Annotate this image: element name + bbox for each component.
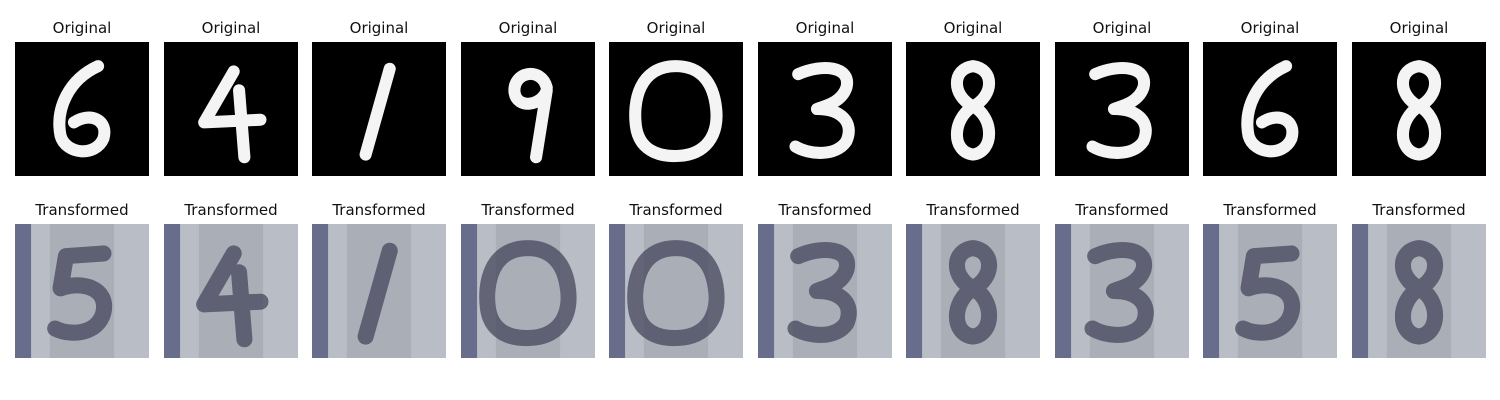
transformed-digit-image (312, 224, 446, 358)
digit-stroke (198, 65, 267, 164)
image-edge-shade (164, 224, 181, 358)
image-edge-shade (906, 224, 923, 358)
transformed-digit-image (1352, 224, 1486, 358)
image-edge-shade (461, 224, 478, 358)
image-edge-shade (15, 224, 32, 358)
digit-stroke (53, 60, 111, 158)
transformed-digit-image (461, 224, 595, 358)
original-digit-image (312, 42, 446, 176)
digit-stroke (1235, 245, 1301, 341)
image-edge-shade (312, 224, 329, 358)
digit-stroke (1241, 60, 1299, 158)
original-digit-image (609, 42, 743, 176)
digit-stroke (47, 245, 113, 341)
transformed-digit-image (1055, 224, 1189, 358)
transformed-panel-title: Transformed (481, 201, 575, 219)
digit-stroke (1397, 60, 1441, 161)
transformed-panel-title: Transformed (332, 201, 426, 219)
original-panel-title: Original (795, 19, 855, 37)
digit-stroke (196, 245, 269, 348)
digit-stroke (949, 240, 997, 345)
original-panel-title: Original (52, 19, 112, 37)
original-digit-image (461, 42, 595, 176)
original-panel-title: Original (943, 19, 1003, 37)
digit-stroke (951, 60, 995, 161)
transformed-panel-title: Transformed (184, 201, 278, 219)
digit-stroke (1086, 62, 1152, 159)
digit-stroke (359, 62, 396, 161)
digit-stroke (479, 240, 577, 347)
original-panel-title: Original (1092, 19, 1152, 37)
image-edge-shade (758, 224, 775, 358)
digit-stroke (508, 67, 553, 164)
digit-stroke (789, 62, 855, 159)
transformed-digit-image (15, 224, 149, 358)
digit-stroke (627, 240, 725, 347)
image-edge-shade (609, 224, 626, 358)
transformed-panel-title: Transformed (778, 201, 872, 219)
image-background (164, 42, 298, 176)
transformed-digit-image (609, 224, 743, 358)
original-panel-title: Original (1389, 19, 1449, 37)
original-panel-title: Original (498, 19, 558, 37)
digit-stroke (1084, 242, 1154, 343)
image-edge-shade (1055, 224, 1072, 358)
transformed-digit-image (164, 224, 298, 358)
digit-stroke (357, 242, 398, 345)
image-edge-shade (1203, 224, 1220, 358)
transformed-panel-title: Transformed (926, 201, 1020, 219)
digit-stroke (629, 60, 723, 163)
original-panel-title: Original (1240, 19, 1300, 37)
original-digit-image (758, 42, 892, 176)
digit-stroke (1395, 240, 1443, 345)
original-digit-image (906, 42, 1040, 176)
original-panel-title: Original (201, 19, 261, 37)
transformed-digit-image (758, 224, 892, 358)
transformed-digit-image (906, 224, 1040, 358)
transformed-panel-title: Transformed (1075, 201, 1169, 219)
transformed-panel-title: Transformed (629, 201, 723, 219)
transformed-panel-title: Transformed (1372, 201, 1466, 219)
original-digit-image (1352, 42, 1486, 176)
original-digit-image (164, 42, 298, 176)
image-edge-shade (1352, 224, 1369, 358)
original-digit-image (1203, 42, 1337, 176)
original-digit-image (1055, 42, 1189, 176)
original-panel-title: Original (646, 19, 706, 37)
transformed-digit-image (1203, 224, 1337, 358)
transformed-panel-title: Transformed (1223, 201, 1317, 219)
original-digit-image (15, 42, 149, 176)
transformed-panel-title: Transformed (35, 201, 129, 219)
digit-stroke (787, 242, 857, 343)
original-panel-title: Original (349, 19, 409, 37)
